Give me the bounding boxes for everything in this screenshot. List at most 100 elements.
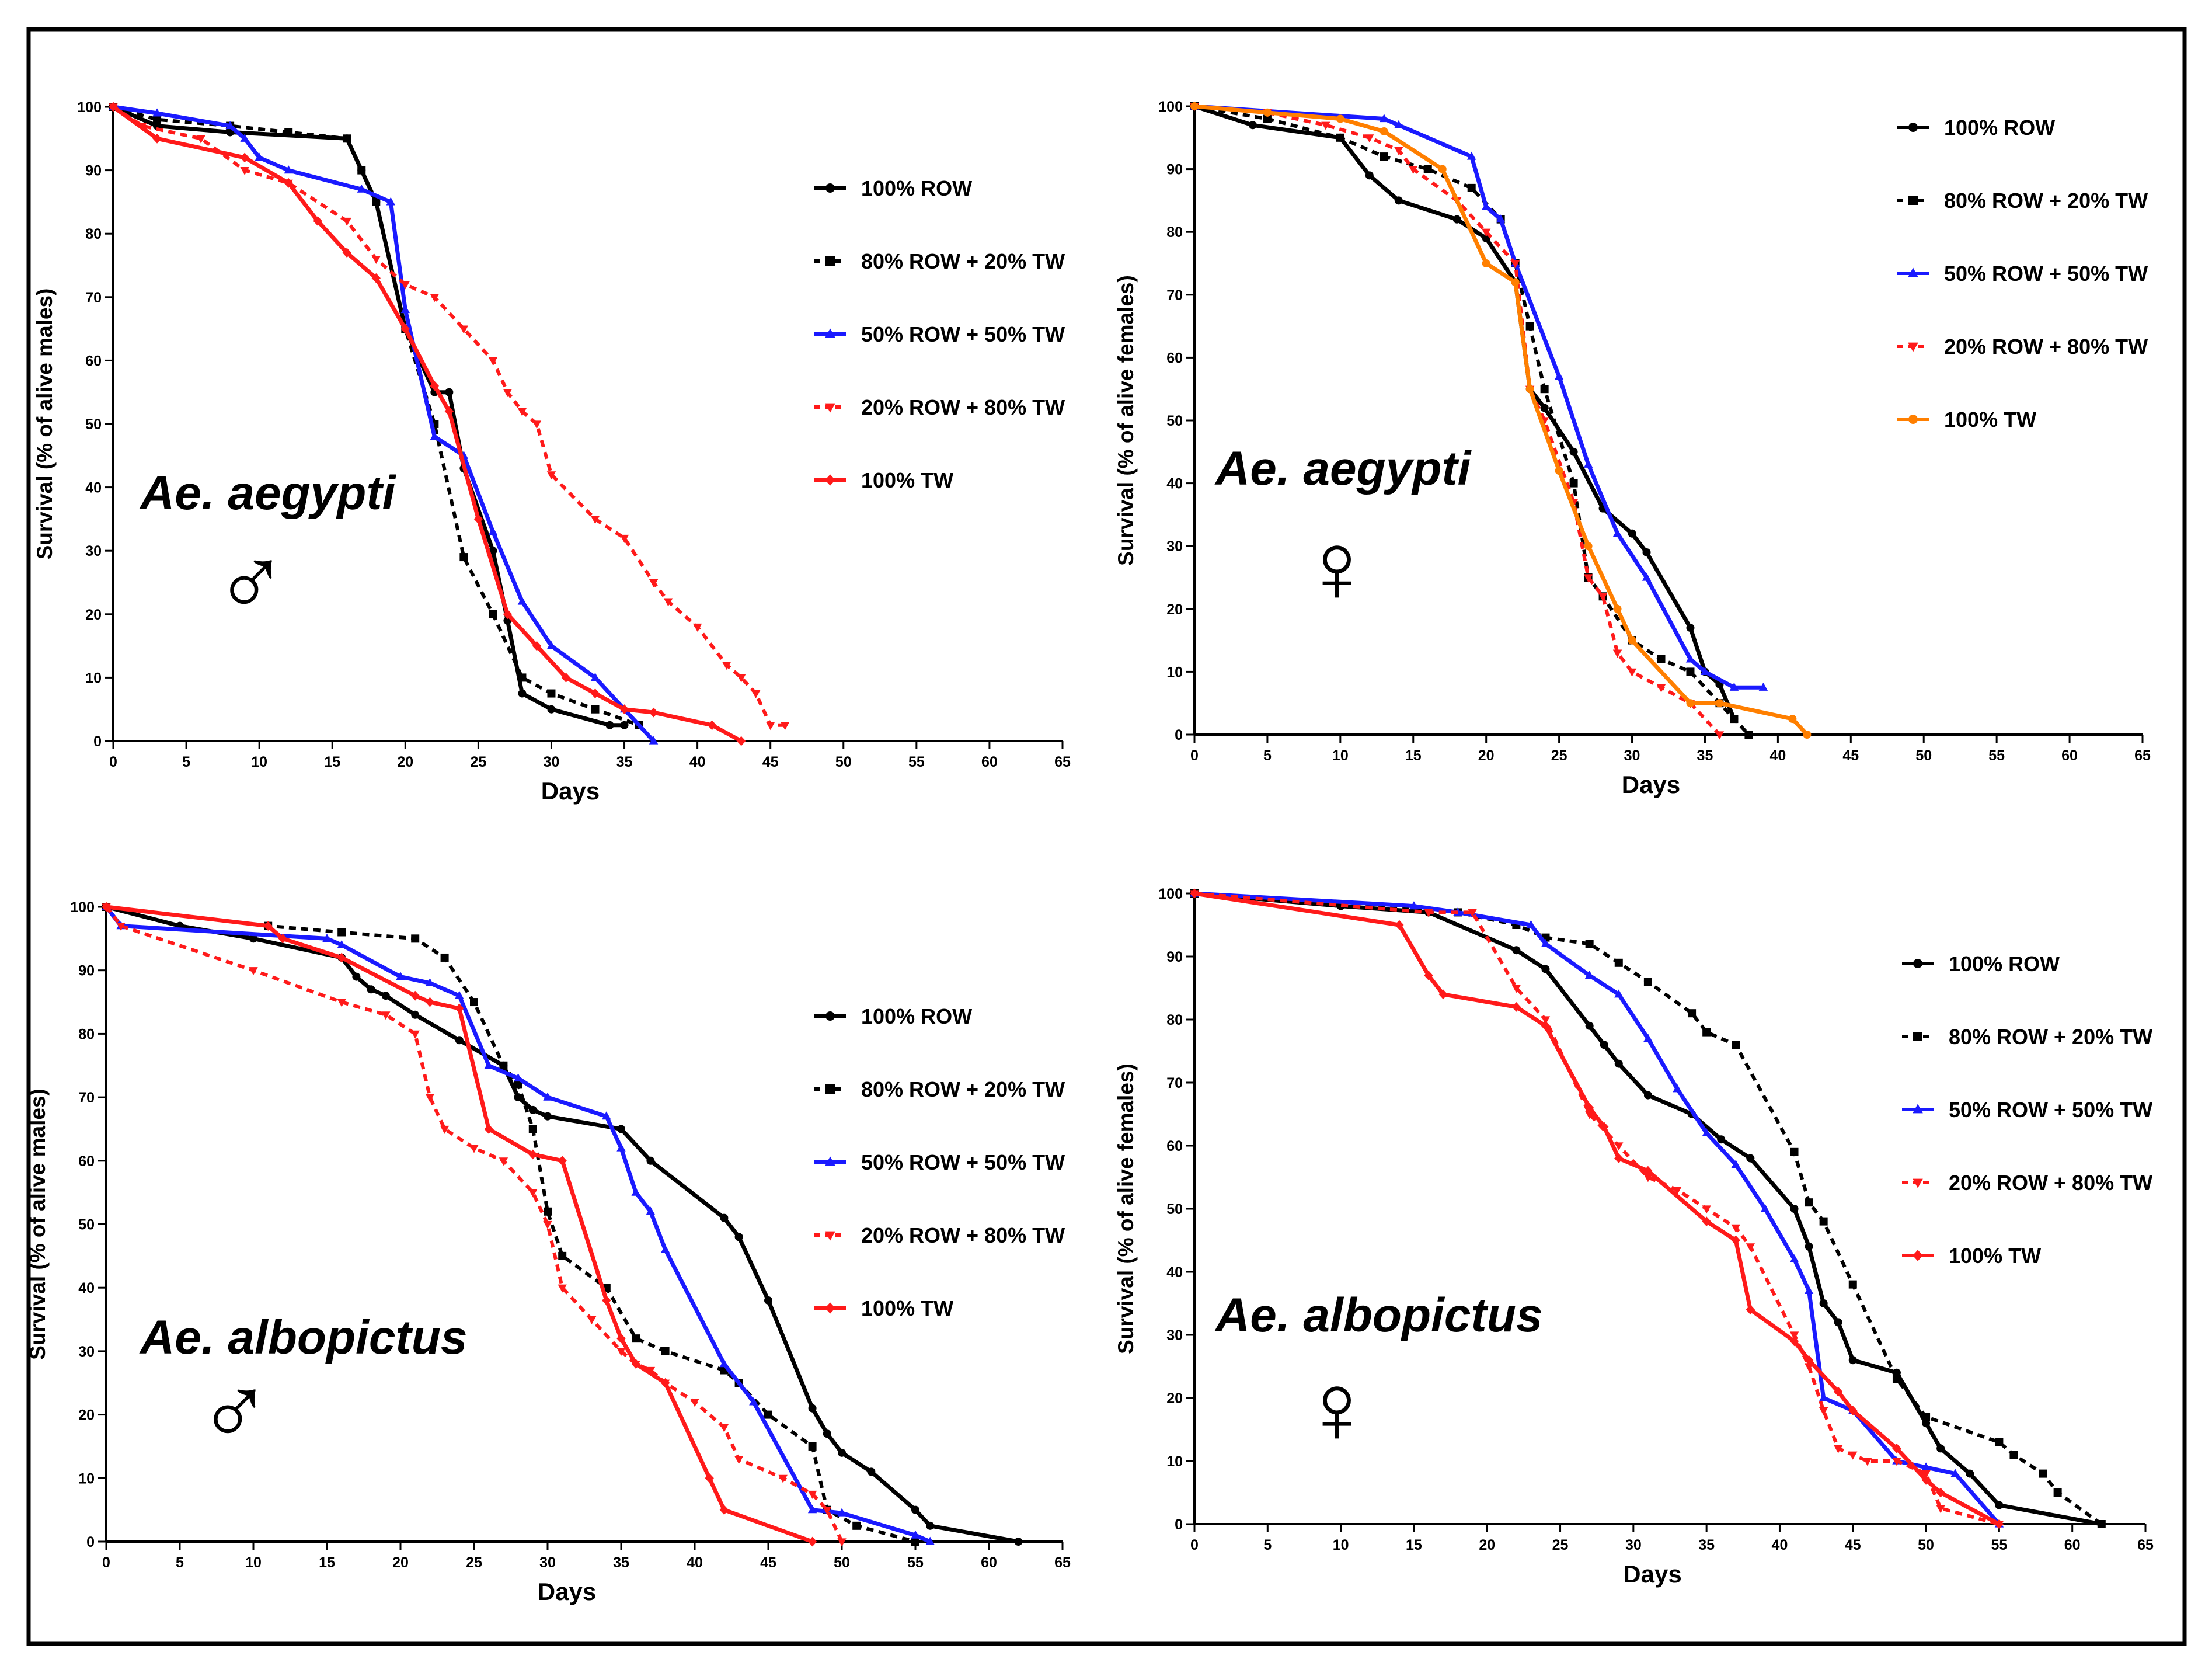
y-tick-label: 30: [1166, 1327, 1183, 1344]
data-point: [734, 1456, 744, 1465]
data-point: [1614, 1142, 1624, 1151]
data-point: [400, 324, 410, 334]
x-tick-label: 25: [1551, 747, 1567, 764]
legend-marker: [1913, 959, 1922, 968]
data-point: [1715, 731, 1725, 740]
data-point: [400, 305, 410, 314]
x-tick-label: 30: [539, 1554, 556, 1571]
data-point: [705, 1473, 714, 1483]
x-tick-label: 50: [834, 1554, 850, 1571]
y-tick-label: 100: [1158, 99, 1183, 115]
data-point: [616, 1348, 626, 1357]
data-point: [1657, 655, 1666, 663]
data-point: [1569, 479, 1578, 488]
data-point: [1614, 989, 1624, 998]
y-tick-label: 10: [1166, 664, 1183, 680]
x-tick-label: 65: [1054, 754, 1071, 770]
data-point: [1936, 1444, 1945, 1453]
data-point: [649, 707, 659, 718]
legend-marker: [825, 403, 835, 413]
data-point: [459, 325, 469, 334]
data-point: [1731, 1160, 1740, 1168]
legend-marker: [825, 1302, 835, 1314]
data-point: [765, 722, 775, 731]
y-tick-label: 10: [78, 1470, 95, 1487]
data-point: [1642, 572, 1652, 581]
data-point: [411, 934, 420, 943]
data-point: [1643, 1174, 1653, 1182]
y-tick-label: 60: [85, 353, 102, 369]
data-point: [764, 1410, 772, 1419]
x-tick-label: 45: [1842, 747, 1859, 764]
data-point: [1452, 215, 1461, 224]
data-point: [1702, 1128, 1711, 1136]
data-point: [558, 1251, 567, 1260]
data-point: [1921, 1470, 1931, 1479]
data-point: [1863, 1458, 1872, 1466]
data-point: [764, 1296, 772, 1305]
data-point: [357, 166, 366, 175]
data-point: [503, 609, 513, 620]
y-tick-label: 70: [85, 290, 102, 306]
legend-label: 80% ROW + 20% TW: [861, 1077, 1065, 1101]
legend-label: 100% TW: [1944, 408, 2036, 432]
data-point: [1628, 636, 1636, 645]
data-point: [1760, 1204, 1770, 1212]
data-point: [489, 610, 497, 618]
data-point: [1994, 1519, 2004, 1529]
data-point: [342, 248, 351, 258]
data-point: [2097, 1520, 2106, 1528]
y-tick-label: 40: [1166, 1264, 1183, 1281]
legend-marker: [1908, 342, 1918, 352]
data-point: [1803, 731, 1812, 739]
data-point: [440, 1125, 450, 1134]
data-point: [1600, 1122, 1609, 1132]
data-point: [1481, 228, 1491, 237]
data-point: [544, 1207, 552, 1216]
legend-marker: [825, 474, 835, 486]
data-point: [602, 1111, 611, 1120]
y-tick-label: 50: [85, 416, 102, 433]
data-point: [1758, 682, 1768, 691]
data-point: [660, 1378, 670, 1388]
series-line: [1194, 105, 1750, 736]
data-point: [692, 623, 702, 632]
series-line: [1194, 104, 1809, 736]
data-point: [1731, 1235, 1740, 1246]
data-point: [558, 1284, 567, 1293]
y-tick-label: 90: [1166, 949, 1183, 965]
data-point: [823, 1429, 831, 1438]
legend-marker: [1913, 1032, 1922, 1041]
data-point: [337, 928, 346, 937]
y-tick-label: 100: [1158, 886, 1183, 902]
data-point: [430, 294, 440, 302]
y-tick-label: 40: [85, 480, 102, 496]
data-point: [631, 1187, 640, 1196]
data-point: [1715, 699, 1724, 708]
data-point: [1482, 259, 1490, 267]
x-tick-label: 35: [613, 1554, 629, 1571]
data-point: [430, 381, 440, 391]
series-2: [1190, 102, 1753, 739]
data-point: [473, 514, 483, 524]
data-point: [1409, 901, 1419, 910]
survival-chart-1: 0 10 20 30 40 50 60 70 80 90 100 0 5 10 15 20 25 30 35 40 45…: [33, 99, 1071, 805]
data-point: [1584, 542, 1593, 551]
x-tick-label: 15: [319, 1554, 335, 1571]
data-point: [1673, 1084, 1682, 1093]
data-point: [807, 1490, 817, 1499]
data-point: [837, 1508, 847, 1517]
legend-marker: [825, 1231, 835, 1241]
series-5: [1190, 888, 2004, 1529]
data-point: [381, 1011, 391, 1020]
data-point: [736, 674, 746, 683]
data-point: [1700, 667, 1710, 675]
data-point: [1936, 1505, 1945, 1514]
data-point: [1642, 548, 1651, 556]
series-line: [113, 105, 640, 727]
x-tick-label: 25: [1552, 1537, 1569, 1553]
data-point: [1819, 1407, 1828, 1415]
data-point: [619, 534, 629, 543]
male-symbol: ♂: [214, 527, 288, 638]
x-tick-label: 55: [1988, 747, 2005, 764]
